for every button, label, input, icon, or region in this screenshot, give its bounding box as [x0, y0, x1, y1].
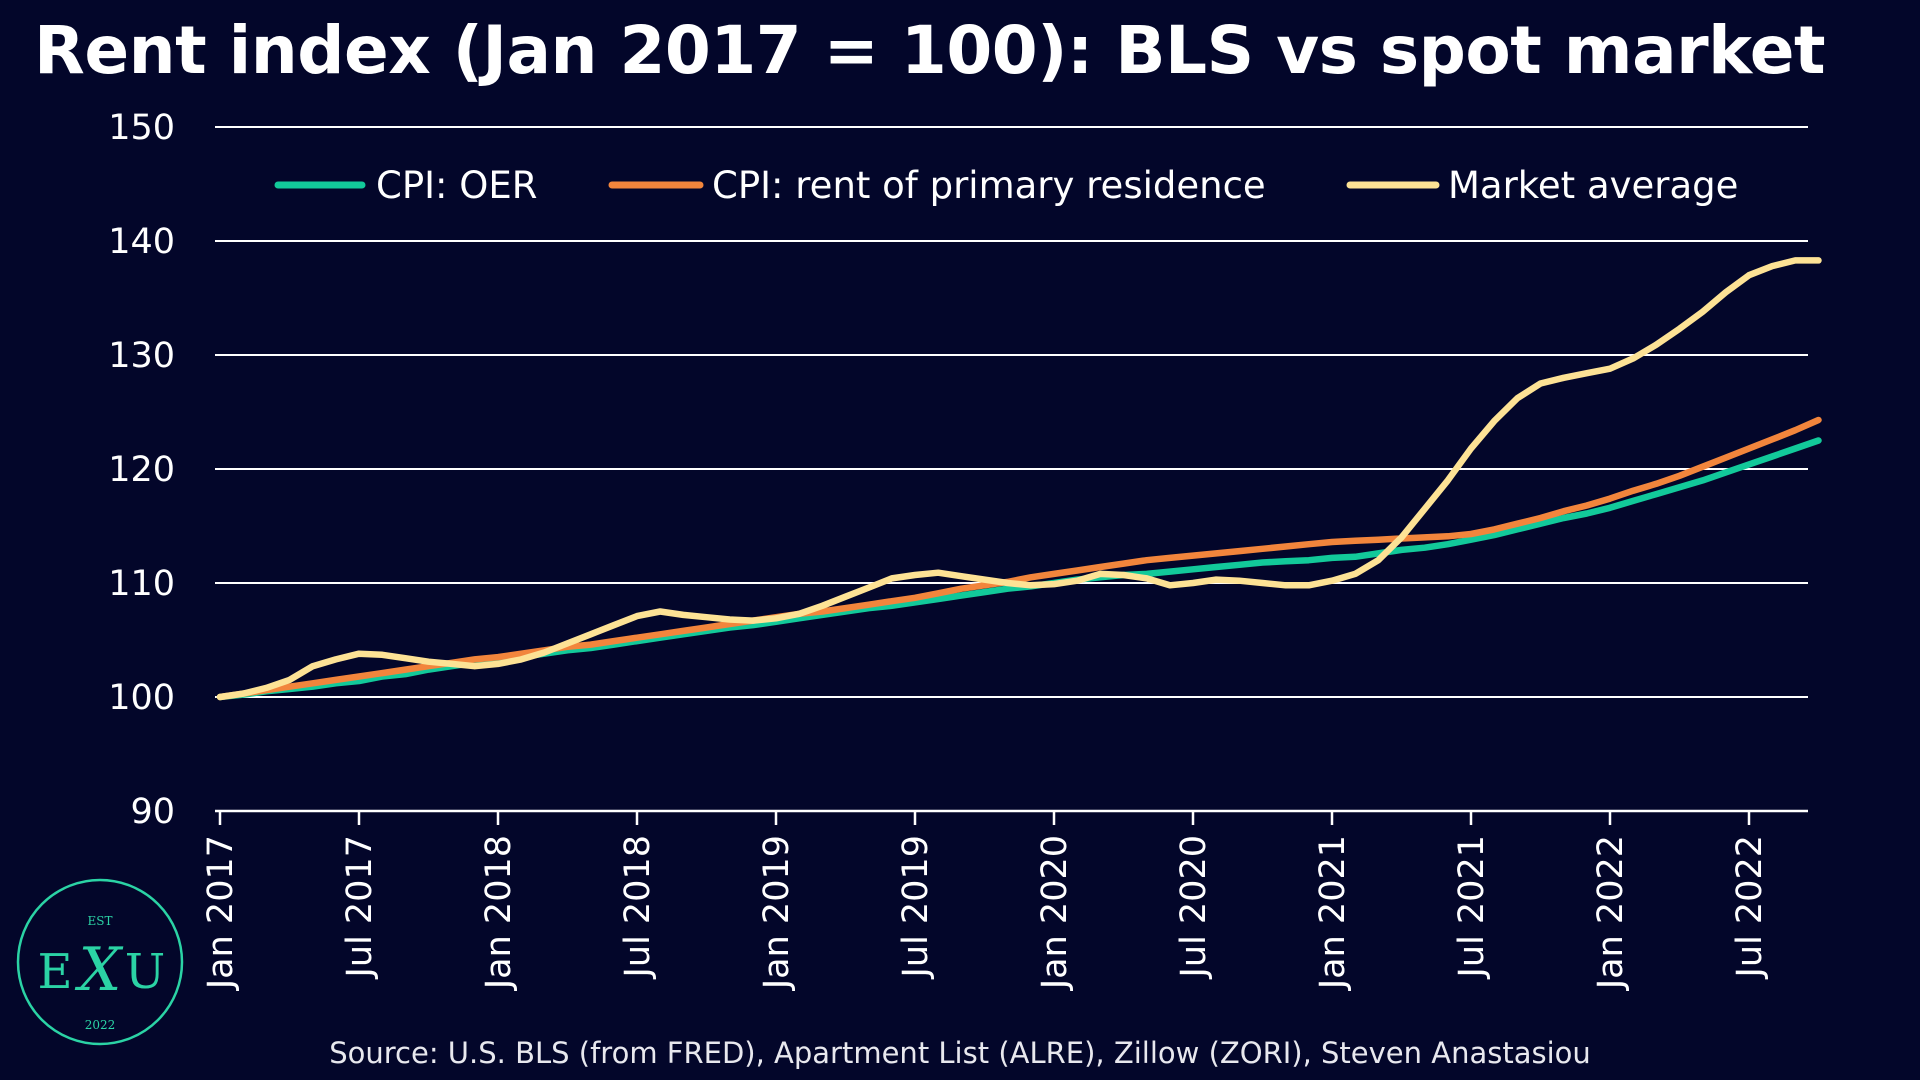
- y-tick-label-150: 150: [108, 108, 175, 148]
- x-tick-label: Jan 2018: [479, 835, 519, 991]
- exu-logo: EST E X U 2022: [16, 878, 184, 1046]
- x-tick-label: Jan 2020: [1035, 835, 1075, 991]
- source-note: Source: U.S. BLS (from FRED), Apartment …: [329, 1036, 1591, 1070]
- y-tick-label-140: 140: [108, 222, 175, 262]
- x-tick-label: Jul 2022: [1730, 835, 1770, 979]
- logo-letter-u: U: [125, 944, 165, 1000]
- x-tick-label: Jul 2020: [1174, 835, 1214, 979]
- logo-circle: [16, 878, 184, 1046]
- legend-label-3: Market average: [1448, 164, 1738, 207]
- y-tick-label-130: 130: [108, 336, 175, 376]
- series-line-3: [216, 257, 1822, 701]
- legend: CPI: OER CPI: rent of primary residence Ma…: [274, 164, 1738, 207]
- y-tick-label-90: 90: [130, 792, 175, 832]
- series-lines: [216, 257, 1822, 701]
- y-tick-label-120: 120: [108, 450, 175, 490]
- logo-est: EST: [88, 914, 113, 928]
- x-tick-label: Jan 2021: [1313, 835, 1353, 991]
- x-tick-label: Jul 2021: [1452, 835, 1492, 979]
- chart-title: Rent index (Jan 2017 = 100): BLS vs spot…: [34, 12, 1826, 89]
- legend-label-2: CPI: rent of primary residence: [712, 164, 1266, 207]
- y-tick-label-110: 110: [108, 564, 175, 604]
- axes: [215, 809, 1808, 825]
- series-line-1: [216, 437, 1822, 701]
- logo-year: 2022: [85, 1018, 116, 1032]
- grid-lines: [215, 126, 1808, 698]
- x-tick-label: Jul 2018: [618, 835, 658, 979]
- x-tick-label: Jan 2019: [757, 835, 797, 991]
- series-line-2: [216, 416, 1822, 701]
- logo-letter-x: X: [75, 935, 124, 1005]
- y-axis-ticks: 90 100 110 120 130 140 150: [108, 108, 175, 832]
- legend-label-1: CPI: OER: [376, 164, 538, 207]
- x-tick-label: Jul 2017: [340, 835, 380, 979]
- x-tick-label: Jan 2022: [1591, 835, 1631, 991]
- x-axis-ticks: Jan 2017 Jul 2017 Jan 2018 Jul 2018 Jan 2019…: [201, 835, 1770, 991]
- x-tick-label: Jan 2017: [201, 835, 241, 991]
- x-tick-label: Jul 2019: [896, 835, 936, 979]
- logo-letter-e: E: [37, 944, 72, 1000]
- y-tick-label-100: 100: [108, 678, 175, 718]
